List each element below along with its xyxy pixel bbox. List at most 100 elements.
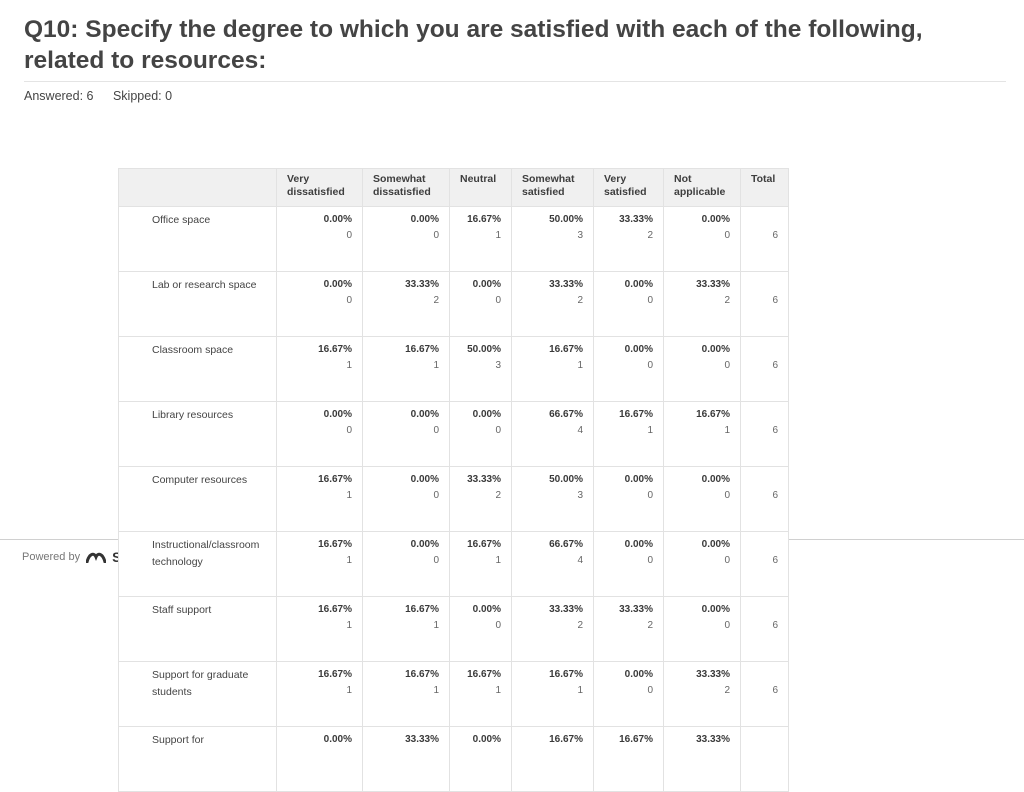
count-value: 4 — [577, 425, 583, 436]
count-value: 1 — [433, 360, 439, 371]
row-total: 6 — [740, 531, 789, 597]
response-cell: 16.67% 1 — [276, 661, 363, 727]
percent-value: 0.00% — [701, 474, 730, 485]
count-value: 1 — [433, 620, 439, 631]
percent-value: 16.67% — [467, 669, 501, 680]
percent-value: 16.67% — [318, 604, 352, 615]
response-cell: 0.00% — [449, 726, 512, 792]
count-value: 1 — [346, 685, 352, 696]
percent-value: 0.00% — [701, 214, 730, 225]
row-label: Computer resources — [118, 466, 277, 532]
count-value: 0 — [433, 230, 439, 241]
percent-value: 16.67% — [696, 409, 730, 420]
response-cell: 16.67% — [511, 726, 594, 792]
response-cell: 33.33% — [663, 726, 741, 792]
count-value: 0 — [647, 555, 653, 566]
percent-value: 0.00% — [624, 344, 653, 355]
percent-value: 16.67% — [405, 604, 439, 615]
count-value: 3 — [495, 360, 501, 371]
percent-value: 0.00% — [624, 474, 653, 485]
response-cell: 33.33% 2 — [663, 661, 741, 727]
percent-value: 33.33% — [549, 279, 583, 290]
count-value: 0 — [433, 555, 439, 566]
percent-value: 0.00% — [410, 539, 439, 550]
table-header-row: Very dissatisfied Somewhat dissatisfied Ne… — [118, 168, 789, 207]
row-total: 6 — [740, 336, 789, 402]
response-stats: Answered: 6 Skipped: 0 — [24, 89, 188, 103]
count-value: 1 — [577, 360, 583, 371]
response-cell: 16.67% 1 — [362, 661, 450, 727]
response-cell: 0.00% 0 — [663, 531, 741, 597]
table-row: Instructional/classroom technology 16.67%… — [118, 531, 789, 597]
response-cell: 0.00% 0 — [362, 531, 450, 597]
powered-by-label: Powered by — [22, 551, 81, 563]
response-cell: 50.00% 3 — [511, 206, 594, 272]
response-cell: 33.33% — [362, 726, 450, 792]
percent-value: 0.00% — [410, 214, 439, 225]
count-value: 0 — [647, 295, 653, 306]
percent-value: 16.67% — [467, 539, 501, 550]
response-cell: 0.00% 0 — [362, 206, 450, 272]
count-value: 1 — [346, 490, 352, 501]
response-cell: 33.33% 2 — [511, 271, 594, 337]
table-row: Classroom space 16.67% 1 16.67% 1 50.00% 3 16.6… — [118, 336, 789, 402]
percent-value: 33.33% — [549, 604, 583, 615]
percent-value: 16.67% — [405, 669, 439, 680]
percent-value: 16.67% — [619, 734, 653, 745]
count-value: 4 — [577, 555, 583, 566]
count-value: 0 — [724, 555, 730, 566]
response-cell: 0.00% 0 — [663, 206, 741, 272]
table-row: Lab or research space 0.00% 0 33.33% 2 0.00% 0… — [118, 271, 789, 337]
response-cell: 0.00% 0 — [663, 336, 741, 402]
table-row: Library resources 0.00% 0 0.00% 0 0.00% 0 66.67… — [118, 401, 789, 467]
footer: Powered by S — [22, 549, 126, 565]
row-label: Staff support — [118, 596, 277, 662]
count-value: 3 — [577, 490, 583, 501]
table-row: Support for 0.00% 33.33% 0.00% 16.67% 16.67% 3… — [118, 726, 789, 792]
response-cell: 16.67% 1 — [449, 531, 512, 597]
count-value: 2 — [577, 620, 583, 631]
response-cell: 16.67% 1 — [663, 401, 741, 467]
response-cell: 50.00% 3 — [449, 336, 512, 402]
response-cell: 16.67% 1 — [511, 336, 594, 402]
count-value: 2 — [647, 230, 653, 241]
percent-value: 33.33% — [696, 279, 730, 290]
response-cell: 16.67% 1 — [276, 596, 363, 662]
answered-count: Answered: 6 — [24, 89, 94, 103]
response-cell: 66.67% 4 — [511, 531, 594, 597]
percent-value: 0.00% — [624, 539, 653, 550]
count-value: 0 — [346, 295, 352, 306]
count-value: 0 — [724, 360, 730, 371]
row-label: Support for graduate students — [118, 661, 277, 727]
table-row: Support for graduate students 16.67% 1 16.6… — [118, 661, 789, 727]
count-value: 1 — [495, 555, 501, 566]
response-cell: 16.67% 1 — [276, 466, 363, 532]
response-cell: 0.00% 0 — [593, 531, 664, 597]
response-cell: 50.00% 3 — [511, 466, 594, 532]
question-title: Q10: Specify the degree to which you are… — [24, 16, 923, 74]
percent-value: 66.67% — [549, 409, 583, 420]
response-cell: 0.00% 0 — [663, 466, 741, 532]
percent-value: 33.33% — [696, 734, 730, 745]
count-value: 1 — [495, 685, 501, 696]
percent-value: 0.00% — [410, 474, 439, 485]
row-label: Office space — [118, 206, 277, 272]
response-cell: 16.67% 1 — [449, 661, 512, 727]
count-value: 2 — [724, 295, 730, 306]
surveymonkey-logo-icon — [86, 552, 107, 563]
percent-value: 50.00% — [467, 344, 501, 355]
response-cell: 16.67% — [593, 726, 664, 792]
percent-value: 0.00% — [410, 409, 439, 420]
column-header: Very satisfied — [593, 168, 664, 207]
table-row: Office space 0.00% 0 0.00% 0 16.67% 1 50.00% 3 33… — [118, 206, 789, 272]
logo-text: S — [112, 549, 122, 565]
row-total: 6 — [740, 466, 789, 532]
count-value: 2 — [724, 685, 730, 696]
count-value: 1 — [495, 230, 501, 241]
percent-value: 0.00% — [624, 279, 653, 290]
column-header: Total — [740, 168, 789, 207]
percent-value: 50.00% — [549, 474, 583, 485]
response-cell: 66.67% 4 — [511, 401, 594, 467]
count-value: 2 — [577, 295, 583, 306]
count-value: 0 — [495, 295, 501, 306]
